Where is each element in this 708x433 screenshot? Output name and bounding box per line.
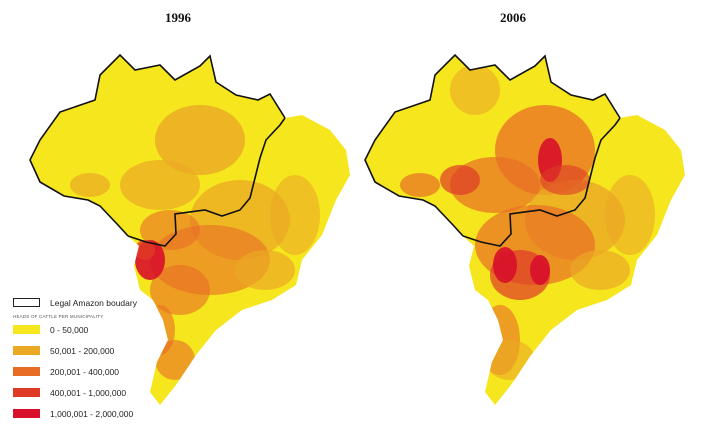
cattle-density-region [235,250,295,290]
cattle-density-region [70,173,110,197]
legend-label: 400,001 - 1,000,000 [50,387,127,398]
cattle-density-region [485,340,535,380]
legend-swatch [13,325,40,334]
cattle-density-region [270,175,320,255]
legend-label: 200,001 - 400,000 [50,366,120,377]
legend-subtitle: HEADS OF CATTLE PER MUNICIPALITY [13,314,104,319]
cattle-density-region [135,240,155,260]
boundary-swatch [13,298,40,307]
legend-label: 0 - 50,000 [50,324,89,335]
cattle-density-region [120,160,200,210]
legal-amazon-boundary [364,53,621,247]
cattle-density-region [493,247,517,283]
legend-class: 400,001 - 1,000,000 [13,385,137,400]
legend-boundary: Legal Amazon boudary [13,295,137,310]
legend-class: 0 - 50,000 [13,322,137,337]
legend-label: 50,001 - 200,000 [50,345,115,356]
cattle-density-region [440,165,480,195]
legend-swatch [13,409,40,418]
legend: Legal Amazon boudary HEADS OF CATTLE PER… [13,295,137,427]
map-title-1996: 1996 [165,10,191,25]
legend-boundary-label: Legal Amazon boudary [50,297,137,308]
cattle-density-region [605,175,655,255]
cattle-density-region [540,165,590,195]
cattle-density-region [140,210,200,250]
legend-class: 200,001 - 400,000 [13,364,137,379]
legend-class: 50,001 - 200,000 [13,343,137,358]
cattle-density-region [530,255,550,285]
legend-label: 1,000,001 - 2,000,000 [50,408,134,419]
map-title-2006: 2006 [500,10,526,25]
legend-class: 1,000,001 - 2,000,000 [13,406,137,421]
municipality-density [70,105,320,380]
legend-swatch [13,346,40,355]
map-2006 [364,53,685,405]
legend-swatch [13,388,40,397]
legend-swatch [13,367,40,376]
cattle-density-region [155,105,245,175]
legal-amazon-boundary [29,53,286,247]
map-1996 [29,53,350,405]
cattle-density-region [450,65,500,115]
cattle-density-region [150,265,210,315]
cattle-density-region [400,173,440,197]
cattle-density-region [155,340,195,380]
municipality-density [400,65,655,380]
cattle-density-region [570,250,630,290]
